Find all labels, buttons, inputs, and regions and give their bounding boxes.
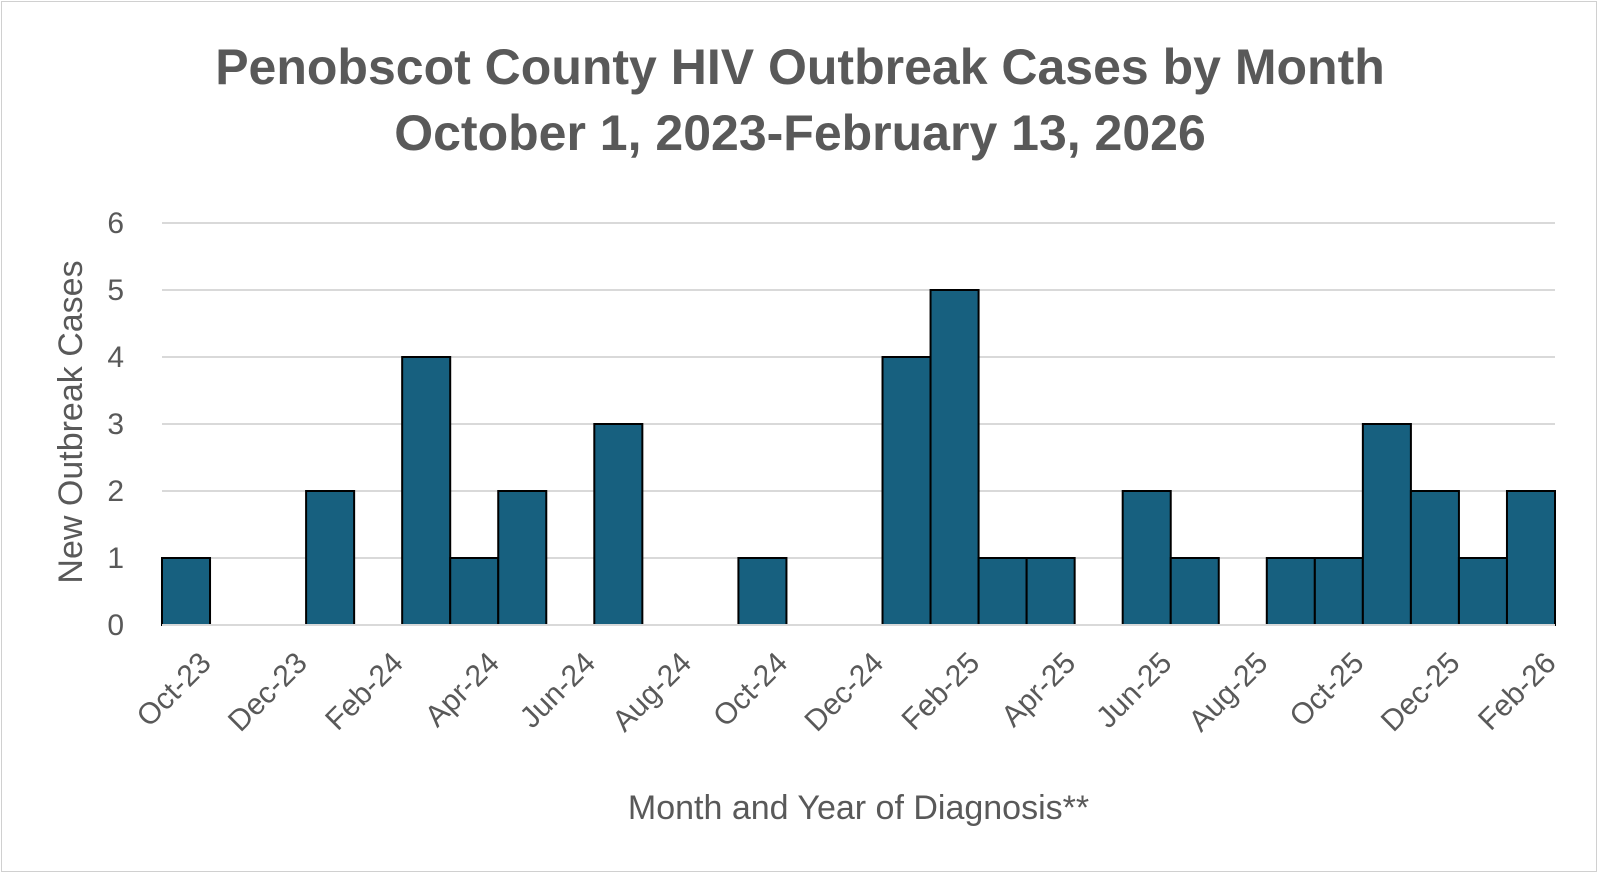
bar-Jan-26: [1457, 557, 1508, 626]
x-tick-label: Aug-24: [606, 646, 698, 738]
bars: [161, 289, 1557, 626]
x-tick-label: Apr-25: [995, 646, 1082, 733]
chart-title-line-1: Penobscot County HIV Outbreak Cases by M…: [215, 39, 1385, 95]
bar-Jul-25: [1169, 557, 1220, 626]
chart-title: Penobscot County HIV Outbreak Cases by M…: [0, 34, 1600, 166]
bar-Oct-24: [737, 557, 788, 626]
x-tick-label: Feb-25: [896, 646, 987, 737]
bar-Feb-26: [1505, 490, 1557, 626]
bar-Mar-24: [401, 356, 452, 626]
x-tick-label: Feb-24: [319, 646, 410, 737]
bar-Sep-25: [1265, 557, 1316, 626]
bar-Apr-25: [1025, 557, 1076, 626]
bar-Nov-25: [1361, 423, 1412, 626]
x-tick-label: Jun-24: [514, 646, 602, 734]
bar-Jun-25: [1121, 490, 1172, 626]
bar-Jan-24: [305, 490, 356, 626]
x-tick-label: Dec-24: [798, 646, 890, 738]
bar-Dec-25: [1409, 490, 1460, 626]
x-axis-title: Month and Year of Diagnosis**: [628, 789, 1089, 827]
x-tick-label: Apr-24: [419, 646, 506, 733]
y-tick-label: 5: [107, 274, 124, 307]
x-axis-ticks: Oct-23 Dec-23 Feb-24 Apr-24 Jun-24 Aug-24 Oct-…: [131, 646, 1563, 738]
y-tick-label: 4: [107, 341, 124, 374]
x-tick-label: Feb-26: [1472, 646, 1563, 737]
y-tick-label: 6: [107, 207, 124, 240]
x-tick-label: Oct-24: [707, 646, 794, 733]
bar-May-24: [497, 490, 548, 626]
x-tick-label: Jun-25: [1090, 646, 1178, 734]
y-axis-title: New Outbreak Cases: [52, 260, 90, 583]
x-tick-label: Dec-25: [1375, 646, 1467, 738]
bar-Oct-25: [1313, 557, 1364, 626]
bar-Feb-25: [929, 289, 980, 626]
y-tick-label: 0: [107, 609, 124, 642]
bar-Jan-25: [881, 356, 932, 626]
bar-Apr-24: [449, 557, 500, 626]
x-tick-label: Aug-25: [1183, 646, 1275, 738]
y-axis-ticks: 0 1 2 3 4 5 6: [107, 207, 124, 642]
bar-Oct-23: [161, 557, 212, 626]
y-tick-label: 2: [107, 475, 124, 508]
chart-title-line-2: October 1, 2023-February 13, 2026: [394, 105, 1206, 161]
bar-Mar-25: [977, 557, 1028, 626]
x-tick-label: Oct-23: [131, 646, 218, 733]
x-tick-label: Oct-25: [1284, 646, 1371, 733]
x-tick-label: Dec-23: [222, 646, 314, 738]
bar-Jul-24: [593, 423, 644, 626]
gridlines: [162, 222, 1555, 559]
y-tick-label: 3: [107, 408, 124, 441]
y-tick-label: 1: [107, 542, 124, 575]
